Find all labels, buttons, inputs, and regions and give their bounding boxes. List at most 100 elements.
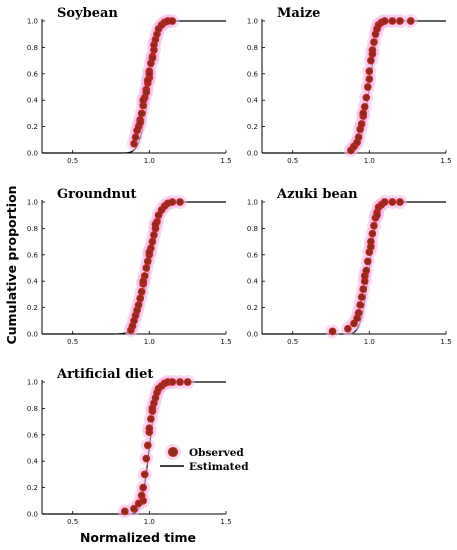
x-tick-label-maize: 1.0 [364,157,375,165]
y-axis-title: Cumulative proportion [4,185,19,344]
observed-point [367,243,375,251]
observed-point [143,441,152,450]
y-tick-label-azuki-bean: 0.6 [247,251,259,259]
observed-point [120,507,129,516]
y-tick-label-soybean: 0.8 [27,44,38,52]
observed-point [356,301,364,309]
y-tick-label-groundnut: 1.0 [27,199,38,207]
legend-estimated-label: Estimated [189,461,249,473]
panel-artificial-diet: 0.0 0.2 0.4 0.6 0.8 1.0 0.5 1.0 1.5 Artificial di… [27,367,232,526]
observed-point [168,378,177,386]
observed-point [367,56,375,65]
observed-point [143,257,152,266]
y-tick-label-groundnut: 0.8 [27,225,38,233]
observed-point [139,496,148,505]
observed-point [354,309,363,317]
observed-point [365,67,374,76]
x-tick-label-groundnut: 1.0 [144,338,155,346]
x-tick-label-artificial-diet: 0.5 [67,518,78,526]
observed-point [145,424,154,433]
observed-point [363,257,372,266]
y-tick-label-soybean: 0.0 [27,150,38,158]
panel-soybean: 0.0 0.2 0.4 0.6 0.8 1.0 0.5 1.0 1.5 Soybean [27,6,232,165]
y-tick-label-azuki-bean: 0.0 [247,331,258,339]
x-tick-label-soybean: 0.5 [67,157,78,165]
x-tick-label-soybean: 1.5 [220,157,231,165]
observed-point [388,17,397,25]
legend: Observed Estimated [160,444,249,473]
y-tick-label-azuki-bean: 1.0 [247,199,258,207]
legend-observed-label: Observed [189,447,244,459]
y-tick-label-groundnut: 0.4 [27,278,39,286]
panel-title-soybean: Soybean [57,6,118,21]
observed-point [148,54,157,62]
observed-points-artificial-diet [120,378,192,516]
observed-point [360,272,369,280]
panel-maize: 0.0 0.2 0.4 0.6 0.8 1.0 0.5 1.0 1.5 Maize [247,6,452,165]
observed-point [362,93,371,102]
y-tick-label-artificial-diet: 1.0 [27,379,38,387]
y-tick-label-artificial-diet: 0.0 [27,511,38,519]
observed-points-soybean [130,17,177,148]
panel-title-groundnut: Groundnut [57,187,137,202]
observed-point [357,120,366,128]
panel-azuki-bean: 0.0 0.2 0.4 0.6 0.8 1.0 0.5 1.0 1.5 Azuki bean [247,187,452,346]
observed-point [380,17,389,25]
x-tick-label-artificial-diet: 1.5 [220,518,231,526]
observed-point [143,76,152,85]
observed-point [131,133,140,142]
observed-point [130,504,138,513]
observed-point [136,118,144,127]
y-tick-label-maize: 0.4 [247,97,259,105]
observed-point [373,211,381,220]
observed-point [396,198,404,206]
panel-title-artificial-diet: Artificial diet [56,367,153,382]
observed-point [359,285,368,293]
observed-point [148,237,157,246]
observed-halos-azuki-bean [325,195,407,339]
observed-point [359,109,368,118]
y-tick-label-azuki-bean: 0.2 [247,304,258,312]
observed-point [134,301,143,309]
observed-point [137,109,146,118]
y-tick-label-maize: 0.8 [247,44,258,52]
observed-point [368,229,377,238]
x-tick-label-maize: 1.5 [440,157,451,165]
observed-point [360,102,369,111]
observed-point [142,88,151,97]
observed-point [370,38,378,46]
x-tick-label-soybean: 1.0 [144,157,155,165]
observed-point [147,415,155,423]
observed-point [363,83,372,91]
observed-point [368,50,377,58]
panels: 0.0 0.2 0.4 0.6 0.8 1.0 0.5 1.0 1.5 Soybean 0.0 0.2… [27,6,452,526]
panel-title-azuki-bean: Azuki bean [276,187,358,202]
observed-point [130,139,138,148]
observed-point [354,133,363,142]
observed-point [150,231,158,239]
y-tick-label-groundnut: 0.0 [27,331,38,339]
x-tick-label-groundnut: 0.5 [67,338,78,346]
observed-point [370,221,378,230]
observed-point [148,404,157,413]
observed-point [396,17,404,25]
y-tick-label-maize: 0.0 [247,150,258,158]
y-tick-label-azuki-bean: 0.4 [247,278,259,286]
y-tick-label-artificial-diet: 0.6 [27,431,39,439]
x-tick-label-azuki-bean: 0.5 [287,338,298,346]
y-tick-label-soybean: 0.2 [27,123,38,131]
x-tick-label-maize: 0.5 [287,157,298,165]
observed-point [380,198,389,206]
y-tick-label-groundnut: 0.6 [27,251,39,259]
observed-points-azuki-bean [328,198,404,336]
x-tick-label-groundnut: 1.5 [220,338,231,346]
observed-point [140,470,149,479]
observed-point [328,327,337,336]
y-tick-label-soybean: 0.6 [27,70,39,78]
panel-title-maize: Maize [277,6,320,21]
observed-point [142,264,151,272]
observed-point [176,378,184,386]
observed-point [183,378,192,386]
y-tick-label-maize: 0.2 [247,123,258,131]
